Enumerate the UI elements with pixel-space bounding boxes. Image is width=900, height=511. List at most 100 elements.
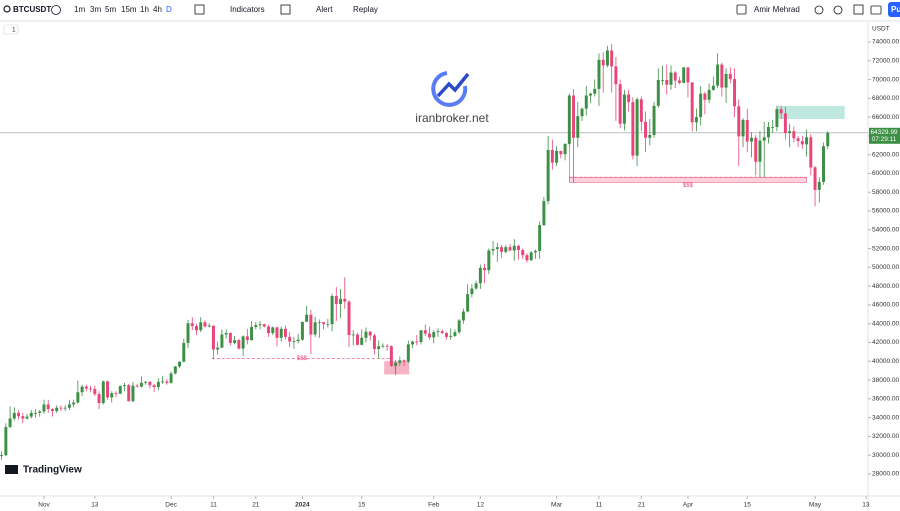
watermark-logo-arrow (436, 72, 470, 98)
candle-body (283, 328, 287, 337)
candle-body (29, 412, 33, 417)
y-tick-label: 74000.00 (872, 39, 899, 46)
candle-body (466, 294, 470, 312)
candle-body (423, 330, 427, 334)
y-tick-label: 62000.00 (872, 151, 899, 158)
candle-body (258, 324, 262, 326)
layout-icon[interactable] (736, 4, 747, 15)
candle-body (461, 311, 465, 321)
candle-body (610, 50, 614, 67)
candle-body (322, 322, 326, 325)
candle-body (779, 109, 783, 114)
brand-text: TradingView (23, 465, 82, 476)
interval-active[interactable]: D (166, 5, 172, 14)
x-tick-label: Apr (683, 502, 694, 509)
candle-body (415, 341, 419, 343)
candle-body (339, 298, 343, 304)
candle-body (652, 105, 656, 135)
candle-body (665, 80, 669, 85)
interval[interactable]: 1m (74, 5, 85, 14)
candle-body (279, 328, 283, 338)
y-tick-label: 60000.00 (872, 170, 899, 177)
candle-body (63, 407, 67, 409)
legend-toggle-label[interactable]: 1 (12, 27, 16, 34)
y-tick-label: 36000.00 (872, 396, 899, 403)
candle-body (326, 324, 330, 325)
candle-body (12, 412, 16, 419)
candle-body (8, 418, 12, 427)
candle-body (813, 167, 817, 190)
add-symbol[interactable] (51, 5, 61, 15)
candle-body (449, 335, 453, 337)
candle-body (59, 407, 63, 409)
watermark: iranbroker.net (415, 71, 489, 125)
candle-body (644, 121, 648, 138)
last-price-box (869, 127, 900, 144)
x-tick-label: 11 (596, 502, 603, 509)
y-tick-label: 58000.00 (872, 189, 899, 196)
candle-body (529, 252, 533, 261)
candle-body (737, 106, 741, 137)
zone (776, 105, 845, 119)
candle-body (720, 64, 724, 88)
indicators-button[interactable]: Indicators (230, 5, 265, 14)
candle-body (377, 346, 381, 350)
candle-body (389, 346, 393, 366)
candle-body (750, 137, 753, 142)
candle-body (55, 407, 59, 412)
chart-type-icon[interactable] (194, 4, 205, 15)
candle-body (110, 393, 114, 398)
symbol[interactable]: BTCUSDT (13, 5, 51, 14)
candle-body (80, 386, 84, 393)
candle-body (555, 150, 559, 163)
candle-body (372, 335, 376, 350)
zone-label: $$$ (683, 183, 694, 189)
candle-body (656, 80, 660, 106)
alert-button[interactable]: Alert (316, 5, 333, 14)
candle-body (584, 95, 588, 109)
candle-body (402, 360, 406, 362)
candle-body (817, 181, 821, 190)
candle-body (622, 94, 626, 124)
candle-body (360, 337, 364, 345)
candle-body (334, 295, 338, 304)
publish-button[interactable] (888, 2, 900, 17)
settings[interactable] (833, 5, 843, 15)
candle-body (356, 334, 359, 345)
interval[interactable]: 5m (105, 5, 116, 14)
candle-body (453, 332, 457, 336)
legend-toggle[interactable] (3, 24, 19, 35)
candle-body (351, 334, 355, 336)
replay-button[interactable]: Replay (353, 5, 378, 14)
candle-body (580, 108, 584, 117)
countdown: 07:29:11 (872, 136, 897, 143)
candle-body (809, 137, 813, 168)
candle-body (313, 322, 317, 335)
candle-body (432, 332, 436, 338)
interval[interactable]: 1h (140, 5, 149, 14)
candle-body (394, 362, 398, 366)
candle-body (478, 267, 482, 284)
y-tick-label: 66000.00 (872, 114, 899, 121)
quick-search[interactable] (814, 5, 824, 15)
search-icon[interactable] (3, 5, 11, 13)
candle-body (245, 336, 249, 341)
interval[interactable]: 3m (90, 5, 101, 14)
snapshot[interactable] (870, 5, 882, 15)
candle-body (178, 361, 182, 367)
candle-body (533, 250, 537, 253)
interval[interactable]: 15m (121, 5, 137, 14)
candle-body (364, 331, 368, 338)
y-tick-label: 50000.00 (872, 264, 899, 271)
candle-body (805, 137, 809, 145)
fullscreen[interactable] (853, 4, 864, 15)
layouts-icon[interactable] (280, 4, 291, 15)
interval[interactable]: 4h (153, 5, 162, 14)
publish-label[interactable]: Pu (891, 5, 900, 14)
candle-body (762, 137, 766, 141)
candle-body (385, 345, 389, 347)
candle-body (436, 331, 440, 333)
y-tick-label: 52000.00 (872, 245, 899, 252)
user-name[interactable]: Amir Mehrad (754, 5, 800, 14)
candle-body (25, 416, 29, 419)
